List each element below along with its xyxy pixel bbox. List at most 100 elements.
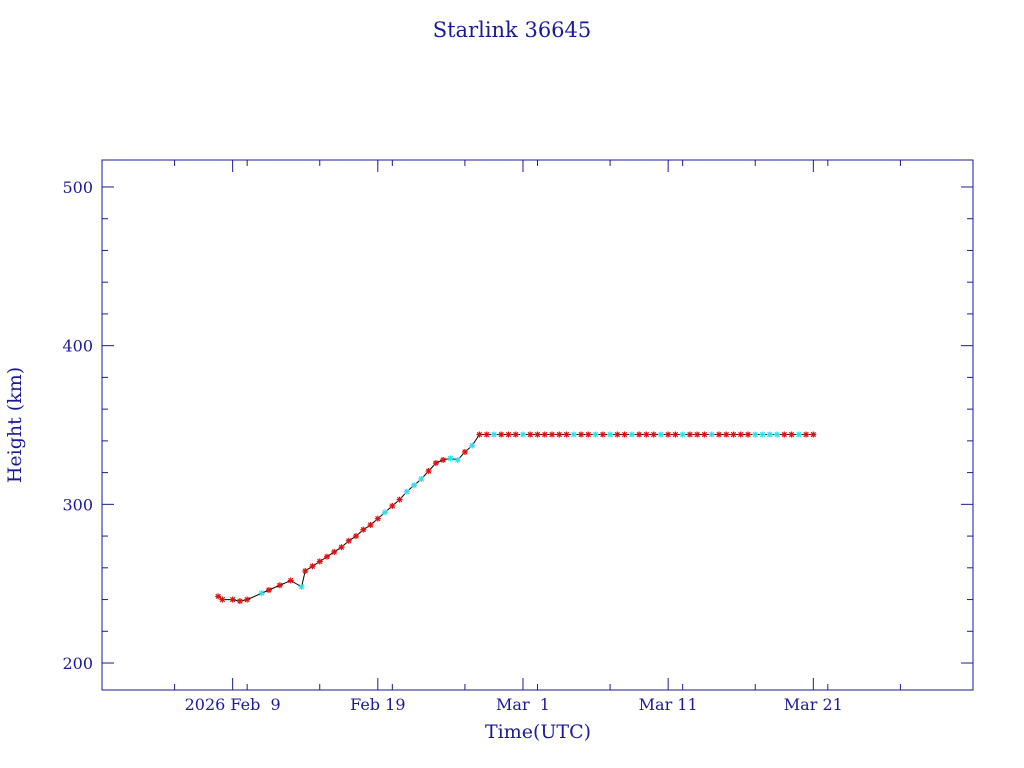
data-point-stroke [476, 431, 483, 438]
data-point-stroke [418, 476, 425, 482]
data-point [287, 577, 294, 584]
data-point-stroke [309, 563, 316, 569]
data-point [774, 431, 781, 438]
x-tick-label: 2026 Feb 9 [185, 695, 281, 714]
data-point [360, 526, 367, 533]
data-point [650, 431, 657, 438]
data-point-stroke [411, 482, 417, 488]
data-point-stroke [288, 577, 294, 584]
data-point [331, 548, 338, 555]
data-point-stroke [621, 431, 628, 438]
data-point [309, 563, 316, 570]
data-point [324, 553, 331, 560]
data-point-stroke [665, 431, 671, 438]
data-point [411, 482, 418, 489]
data-point-stroke [578, 431, 584, 438]
data-point-stroke [607, 431, 613, 438]
data-point-stroke [629, 431, 635, 438]
data-point [759, 431, 766, 438]
data-point [215, 593, 222, 600]
data-point [686, 431, 693, 438]
marker-layer [215, 431, 817, 605]
data-point-stroke [433, 460, 439, 466]
data-point-stroke [585, 431, 591, 438]
data-point [276, 582, 283, 589]
data-point-stroke [643, 431, 650, 438]
data-point [541, 431, 548, 438]
data-point [244, 596, 251, 603]
data-point [607, 431, 614, 438]
data-point-stroke [709, 431, 715, 438]
data-point [345, 537, 352, 544]
data-point [723, 431, 730, 438]
data-point [599, 431, 606, 438]
data-point [519, 431, 526, 438]
data-point-stroke [219, 596, 226, 603]
data-point [454, 456, 461, 463]
y-tick-label: 300 [62, 495, 93, 514]
data-point [701, 431, 708, 438]
data-point [425, 468, 432, 475]
data-point [752, 431, 759, 438]
data-point-stroke [375, 515, 381, 522]
data-point-stroke [447, 455, 454, 461]
data-point-stroke [687, 431, 693, 438]
data-point-stroke [298, 584, 305, 590]
data-point-stroke [389, 503, 396, 509]
data-point-stroke [767, 431, 773, 438]
data-point-stroke [324, 554, 330, 560]
data-point [382, 509, 389, 516]
data-point-stroke [259, 590, 265, 596]
data-point [708, 431, 715, 438]
data-point-stroke [650, 431, 657, 438]
data-point [432, 460, 439, 467]
data-point-stroke [527, 431, 533, 438]
y-tick-label: 200 [62, 654, 93, 673]
data-point [258, 590, 265, 597]
data-point [461, 448, 468, 455]
data-point [781, 431, 788, 438]
data-point-stroke [788, 431, 795, 438]
data-point [672, 431, 679, 438]
data-point [338, 544, 345, 551]
data-point-stroke [600, 431, 606, 438]
data-point [512, 431, 519, 438]
data-point-stroke [781, 431, 787, 438]
data-point [766, 431, 773, 438]
data-point [744, 431, 751, 438]
data-point [527, 431, 534, 438]
data-point-stroke [454, 457, 461, 463]
data-point [440, 456, 447, 463]
data-point-stroke [484, 431, 490, 438]
data-point [219, 596, 226, 603]
y-tick-label: 500 [62, 178, 93, 197]
x-tick-label: Mar 21 [784, 695, 843, 714]
trajectory-line-layer [217, 434, 814, 602]
data-point [614, 431, 621, 438]
data-point [730, 431, 737, 438]
data-point-stroke [266, 587, 272, 593]
data-point-stroke [738, 431, 744, 438]
data-point [657, 431, 664, 438]
data-point [302, 567, 309, 574]
data-point-stroke [353, 533, 359, 539]
data-point-stroke [563, 431, 570, 438]
data-point-stroke [759, 431, 766, 438]
data-point-stroke [679, 431, 686, 438]
data-point [374, 515, 381, 522]
data-point-stroke [277, 582, 283, 588]
x-axis-label: Time(UTC) [485, 721, 591, 743]
data-point-stroke [745, 431, 751, 438]
data-point [737, 431, 744, 438]
data-point-stroke [462, 449, 468, 455]
data-point [403, 488, 410, 495]
data-point [483, 431, 490, 438]
data-point-stroke [229, 596, 236, 603]
data-point-stroke [556, 431, 562, 438]
data-point-stroke [425, 468, 432, 474]
data-point [534, 431, 541, 438]
data-point-stroke [614, 431, 621, 438]
data-point-stroke [367, 522, 374, 528]
x-tick-label: Mar 11 [639, 695, 698, 714]
